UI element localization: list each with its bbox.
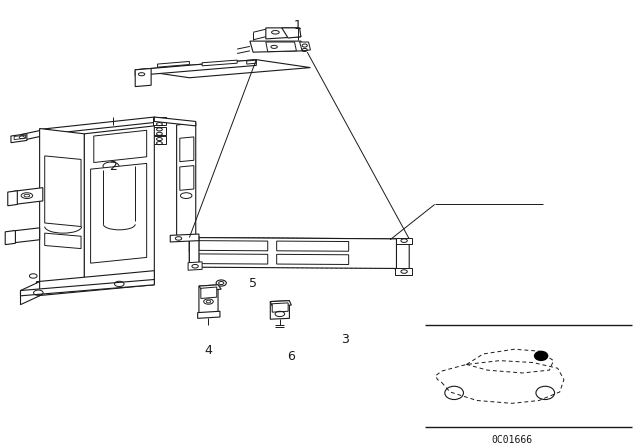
Polygon shape [45, 233, 81, 249]
Text: 1: 1 [294, 19, 301, 32]
Polygon shape [395, 238, 409, 273]
Polygon shape [153, 136, 166, 144]
Polygon shape [198, 311, 220, 319]
Text: 6: 6 [287, 350, 295, 363]
Polygon shape [199, 254, 268, 264]
Polygon shape [300, 42, 310, 51]
Polygon shape [40, 117, 164, 134]
Polygon shape [153, 117, 166, 125]
Text: 0C01666: 0C01666 [492, 435, 532, 445]
Polygon shape [276, 254, 349, 264]
Polygon shape [8, 191, 17, 206]
Polygon shape [94, 130, 147, 163]
Polygon shape [266, 42, 296, 52]
Polygon shape [199, 285, 221, 290]
Polygon shape [135, 60, 310, 78]
Polygon shape [84, 126, 154, 288]
Text: 4: 4 [205, 344, 212, 357]
Polygon shape [180, 166, 194, 190]
Polygon shape [270, 301, 289, 319]
Polygon shape [135, 69, 151, 86]
Polygon shape [276, 241, 349, 251]
Polygon shape [153, 127, 166, 135]
Polygon shape [282, 28, 301, 38]
Polygon shape [189, 237, 396, 268]
Polygon shape [13, 228, 40, 243]
Text: 3: 3 [342, 332, 349, 345]
Polygon shape [157, 61, 189, 67]
Polygon shape [266, 28, 301, 39]
Polygon shape [154, 117, 196, 126]
Polygon shape [246, 60, 256, 64]
Text: 5: 5 [249, 277, 257, 290]
Polygon shape [14, 135, 26, 140]
Ellipse shape [216, 280, 227, 286]
Polygon shape [189, 237, 406, 251]
Polygon shape [36, 271, 154, 296]
Text: 2: 2 [109, 160, 117, 173]
Polygon shape [180, 137, 194, 162]
Polygon shape [395, 268, 412, 275]
Polygon shape [272, 303, 288, 312]
Polygon shape [5, 230, 15, 245]
Polygon shape [40, 129, 84, 288]
Polygon shape [20, 129, 52, 140]
Polygon shape [177, 123, 196, 237]
Ellipse shape [534, 351, 548, 361]
Polygon shape [170, 234, 199, 242]
Polygon shape [189, 236, 199, 268]
Polygon shape [135, 60, 256, 76]
Polygon shape [199, 241, 268, 251]
Polygon shape [189, 237, 199, 264]
Polygon shape [250, 41, 304, 52]
Polygon shape [11, 134, 27, 142]
Polygon shape [14, 188, 43, 204]
Polygon shape [199, 285, 218, 316]
Polygon shape [201, 287, 217, 298]
Polygon shape [91, 164, 147, 263]
Polygon shape [395, 237, 412, 244]
Polygon shape [20, 282, 40, 305]
Polygon shape [45, 156, 81, 227]
Polygon shape [20, 280, 154, 296]
Polygon shape [188, 262, 202, 270]
Polygon shape [270, 301, 291, 306]
Polygon shape [202, 60, 237, 66]
